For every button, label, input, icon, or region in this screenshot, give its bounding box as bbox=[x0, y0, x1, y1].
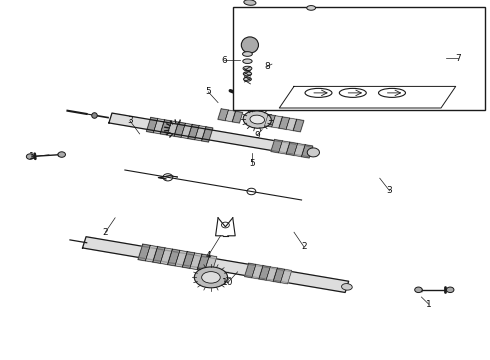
Polygon shape bbox=[225, 110, 236, 122]
Polygon shape bbox=[273, 268, 285, 283]
Polygon shape bbox=[174, 122, 185, 137]
Ellipse shape bbox=[243, 52, 252, 56]
Text: 9: 9 bbox=[254, 130, 260, 139]
Polygon shape bbox=[175, 251, 187, 267]
Text: 3: 3 bbox=[127, 116, 133, 125]
Polygon shape bbox=[168, 249, 180, 266]
Circle shape bbox=[26, 154, 34, 159]
Polygon shape bbox=[182, 252, 195, 268]
Polygon shape bbox=[153, 247, 165, 263]
Ellipse shape bbox=[305, 88, 332, 97]
Polygon shape bbox=[188, 125, 199, 140]
Ellipse shape bbox=[250, 115, 265, 124]
Polygon shape bbox=[160, 248, 172, 265]
Polygon shape bbox=[278, 141, 290, 154]
Polygon shape bbox=[279, 117, 290, 129]
Polygon shape bbox=[301, 145, 313, 158]
Circle shape bbox=[415, 287, 422, 293]
Ellipse shape bbox=[339, 88, 366, 97]
Ellipse shape bbox=[243, 72, 252, 76]
Ellipse shape bbox=[378, 88, 406, 97]
Polygon shape bbox=[146, 246, 158, 262]
Polygon shape bbox=[259, 266, 270, 280]
Ellipse shape bbox=[309, 78, 317, 82]
Ellipse shape bbox=[364, 84, 371, 89]
Polygon shape bbox=[286, 118, 297, 131]
Polygon shape bbox=[280, 269, 292, 284]
Polygon shape bbox=[218, 109, 228, 121]
Polygon shape bbox=[286, 142, 297, 156]
Text: 4: 4 bbox=[205, 251, 211, 260]
Text: 2: 2 bbox=[102, 228, 108, 237]
Ellipse shape bbox=[307, 6, 316, 10]
Text: 7: 7 bbox=[455, 54, 461, 63]
Bar bbox=[233, 7, 485, 110]
Polygon shape bbox=[109, 113, 313, 157]
Text: 2: 2 bbox=[301, 242, 307, 251]
Polygon shape bbox=[181, 123, 192, 139]
Circle shape bbox=[58, 152, 66, 157]
Ellipse shape bbox=[242, 37, 259, 53]
Polygon shape bbox=[252, 264, 263, 279]
Ellipse shape bbox=[195, 267, 228, 288]
Polygon shape bbox=[82, 237, 349, 292]
Polygon shape bbox=[245, 263, 256, 278]
Text: 1: 1 bbox=[426, 300, 432, 309]
Ellipse shape bbox=[337, 84, 343, 89]
Text: 5: 5 bbox=[249, 159, 255, 168]
Text: 6: 6 bbox=[221, 56, 227, 65]
Ellipse shape bbox=[348, 84, 356, 89]
Ellipse shape bbox=[243, 66, 252, 71]
Ellipse shape bbox=[244, 77, 251, 81]
Ellipse shape bbox=[244, 0, 256, 5]
Polygon shape bbox=[138, 244, 150, 261]
Text: 1: 1 bbox=[29, 152, 35, 161]
Ellipse shape bbox=[243, 59, 252, 63]
Ellipse shape bbox=[243, 111, 271, 128]
Polygon shape bbox=[294, 143, 305, 157]
Polygon shape bbox=[293, 119, 304, 132]
Polygon shape bbox=[266, 267, 277, 282]
Polygon shape bbox=[271, 140, 282, 153]
Polygon shape bbox=[167, 121, 178, 136]
Polygon shape bbox=[271, 116, 282, 128]
Polygon shape bbox=[160, 120, 172, 135]
Polygon shape bbox=[190, 253, 202, 270]
Polygon shape bbox=[195, 126, 206, 141]
Polygon shape bbox=[265, 114, 275, 127]
Ellipse shape bbox=[202, 272, 220, 283]
Polygon shape bbox=[153, 119, 165, 134]
Circle shape bbox=[446, 287, 454, 293]
Polygon shape bbox=[205, 256, 217, 272]
Text: 3: 3 bbox=[387, 186, 392, 195]
Polygon shape bbox=[201, 127, 213, 142]
Polygon shape bbox=[197, 254, 209, 271]
Text: 8: 8 bbox=[264, 62, 270, 71]
Ellipse shape bbox=[342, 284, 352, 290]
Ellipse shape bbox=[317, 84, 325, 89]
Ellipse shape bbox=[307, 148, 319, 157]
Polygon shape bbox=[147, 117, 158, 132]
Polygon shape bbox=[232, 111, 243, 123]
Text: 10: 10 bbox=[222, 278, 234, 287]
Text: 5: 5 bbox=[205, 87, 211, 96]
